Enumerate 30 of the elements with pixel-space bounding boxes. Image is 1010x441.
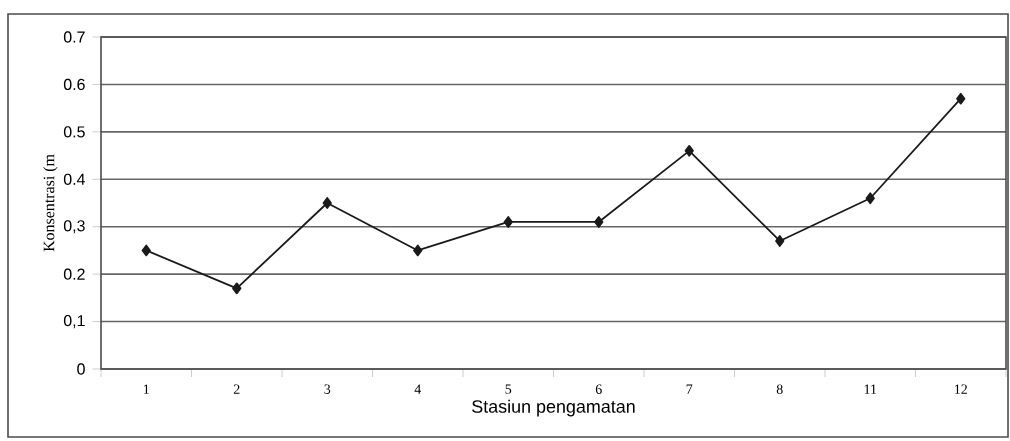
point bbox=[141, 244, 151, 257]
point bbox=[503, 216, 513, 228]
x-tick-label: 12 bbox=[955, 384, 967, 394]
x-axis-title: Stasiun pengamatan bbox=[472, 399, 635, 417]
y-tick-label: 0 bbox=[77, 363, 85, 375]
x-tick-label: 5 bbox=[505, 384, 512, 394]
point bbox=[232, 282, 242, 295]
y-tick-label: 0.4 bbox=[63, 173, 85, 185]
x-tick-label: 8 bbox=[776, 384, 783, 394]
point bbox=[775, 235, 785, 247]
point bbox=[413, 244, 423, 257]
x-tick-label: 6 bbox=[595, 384, 602, 394]
x-tick-label: 1 bbox=[143, 384, 149, 394]
x-tick-label: 7 bbox=[686, 384, 693, 394]
y-tick-label: 0.7 bbox=[63, 31, 85, 43]
point bbox=[956, 92, 966, 105]
y-tick-label: 0,1 bbox=[63, 314, 85, 329]
point bbox=[594, 216, 604, 228]
y-axis-title: Konsentrasi (m bbox=[43, 154, 58, 252]
point bbox=[322, 197, 332, 209]
point bbox=[865, 192, 875, 205]
x-tick-label: 11 bbox=[864, 384, 877, 394]
y-tick-label: 0.6 bbox=[63, 78, 85, 91]
point bbox=[684, 144, 694, 157]
y-tick-label: 0.2 bbox=[63, 268, 85, 280]
x-tick-label: 4 bbox=[414, 384, 422, 394]
x-tick-label: 2 bbox=[233, 384, 240, 394]
y-tick-label: 0.5 bbox=[63, 126, 85, 138]
x-tick-label: 3 bbox=[324, 384, 331, 394]
y-tick-label: 0,3 bbox=[63, 220, 85, 234]
